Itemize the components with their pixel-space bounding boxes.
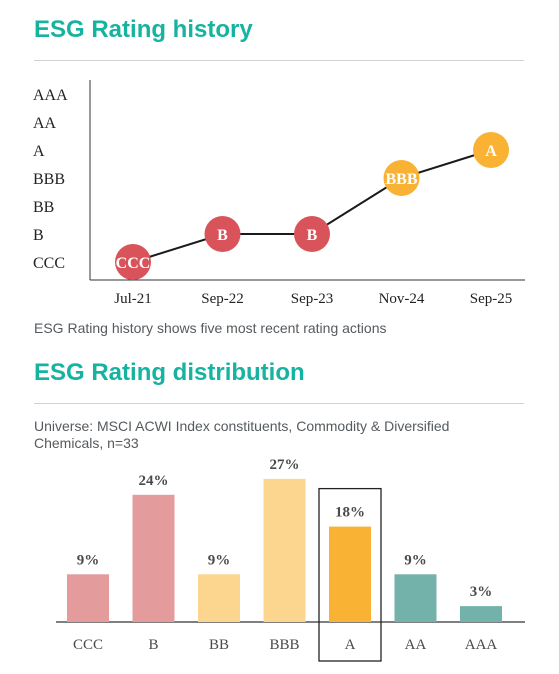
bar-b — [132, 494, 175, 622]
rating-point-label-nov-24: BBB — [385, 171, 417, 188]
y-tick-label-b: B — [33, 227, 44, 244]
rating-point-nov-24 — [383, 160, 420, 196]
rating-point-label-sep-22: B — [217, 227, 228, 244]
x-tick-label-bb: BB — [209, 637, 229, 653]
bar-value-label-aaa: 3% — [470, 584, 493, 600]
bar-a — [329, 526, 371, 622]
highlight-box-a — [318, 487, 382, 662]
distribution-title-rule — [34, 403, 524, 404]
x-tick-label-aaa: AAA — [465, 637, 498, 653]
x-tick-label-b: B — [148, 637, 158, 653]
y-tick-label-bbb: BBB — [33, 171, 65, 188]
bar-value-label-bb: 9% — [208, 552, 231, 568]
bar-value-label-b: 24% — [139, 473, 169, 489]
bar-aa — [394, 574, 437, 622]
y-tick-label-aaa: AAA — [33, 87, 68, 104]
rating-point-label-sep-25: A — [485, 143, 497, 160]
distribution-title: ESG Rating distribution — [34, 359, 305, 386]
x-tick-label-sep-22: Sep-22 — [201, 291, 244, 307]
y-tick-label-aa: AA — [33, 115, 57, 132]
x-tick-label-sep-25: Sep-25 — [470, 291, 513, 307]
bar-bb — [198, 574, 240, 622]
x-tick-label-nov-24: Nov-24 — [379, 291, 425, 307]
x-tick-label-ccc: CCC — [73, 637, 103, 653]
bar-value-label-ccc: 9% — [77, 552, 100, 568]
x-tick-label-jul-21: Jul-21 — [114, 291, 152, 307]
x-tick-label-bbb: BBB — [269, 637, 299, 653]
rating-point-sep-25 — [473, 132, 509, 168]
x-tick-label-sep-23: Sep-23 — [291, 291, 334, 307]
rating-point-jul-21 — [115, 244, 151, 280]
rating-point-sep-22 — [204, 216, 241, 252]
rating-distribution-chart: 9% CCC 24% B 9% BB 27% BBB 18% A 9% AA 3% AAA — [56, 457, 525, 662]
bar-bbb — [263, 478, 306, 622]
x-tick-label-a: A — [345, 637, 356, 653]
bar-aaa — [460, 606, 502, 622]
bar-value-label-a: 18% — [335, 505, 365, 521]
history-caption: ESG Rating history shows five most recen… — [34, 320, 387, 336]
history-title-rule — [34, 60, 524, 61]
rating-point-sep-23 — [294, 216, 330, 252]
y-tick-label-bb: BB — [33, 199, 54, 216]
y-tick-label-a: A — [33, 143, 45, 160]
history-title: ESG Rating history — [34, 16, 253, 43]
distribution-subtitle: Universe: MSCI ACWI Index constituents, … — [34, 418, 450, 451]
x-tick-label-aa: AA — [405, 637, 427, 653]
bar-value-label-aa: 9% — [404, 552, 427, 568]
bar-ccc — [67, 574, 109, 622]
y-tick-label-ccc: CCC — [33, 255, 65, 272]
rating-point-label-jul-21: CCC — [116, 255, 151, 272]
bar-value-label-bbb: 27% — [270, 457, 300, 473]
rating-point-label-sep-23: B — [307, 227, 318, 244]
